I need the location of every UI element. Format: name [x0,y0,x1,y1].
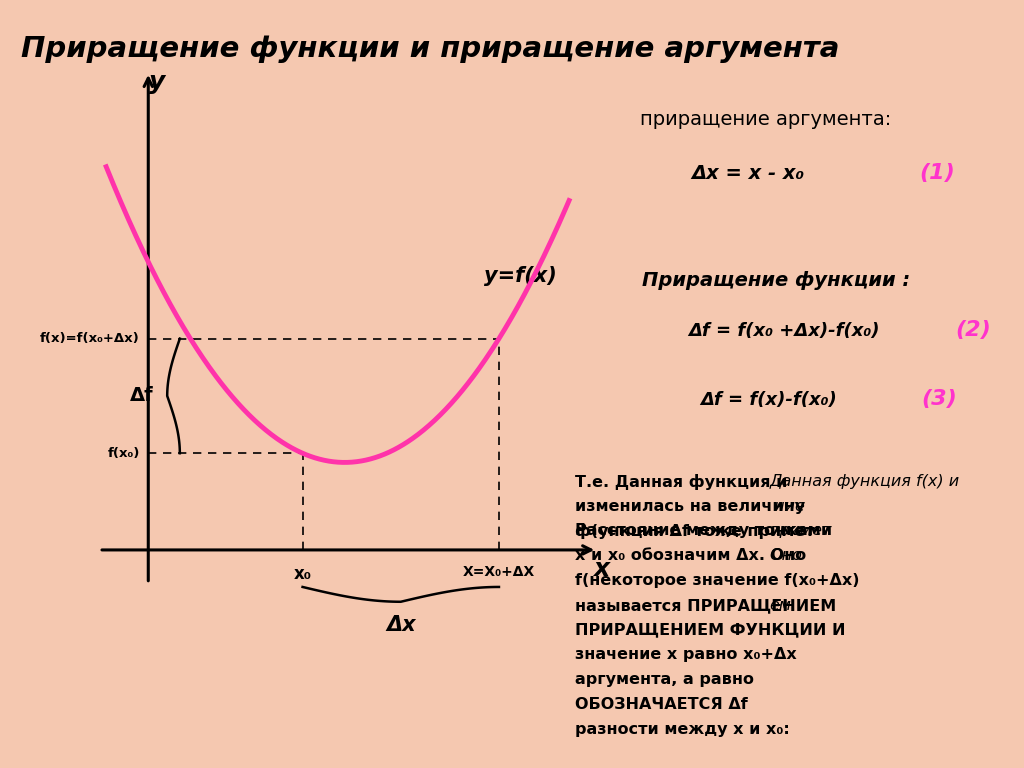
Text: ем: ем [769,598,792,613]
Text: Δf = f(x₀ +Δx)-f(x₀): Δf = f(x₀ +Δx)-f(x₀) [688,322,880,340]
Text: примет: примет [769,523,831,538]
Text: разности между x и x₀:: разности между x и x₀: [575,722,790,737]
Text: изменилась на величину: изменилась на величину [575,498,805,514]
Text: называется ПРИРАЩЕНИЕМ: называется ПРИРАЩЕНИЕМ [575,598,837,613]
Text: аргумента, а равно: аргумента, а равно [575,672,754,687]
Text: ПРИРАЩЕНИЕМ ФУНКЦИИ И: ПРИРАЩЕНИЕМ ФУНКЦИИ И [575,623,846,637]
Text: f(некоторое значение f(x₀+Δx): f(некоторое значение f(x₀+Δx) [575,573,859,588]
Text: ние: ние [769,498,805,514]
Text: f(x₀): f(x₀) [108,447,140,460]
Text: Приращение функции :: Приращение функции : [642,271,910,290]
Text: (3): (3) [922,389,957,409]
Text: y: y [148,70,165,94]
Text: Δx = x - x₀: Δx = x - x₀ [691,164,805,183]
Text: Т.е. Данная функция и: Т.е. Данная функция и [575,474,787,490]
Text: Δx: Δx [386,615,416,635]
Text: ОБОЗНАЧАЕТСЯ Δf: ОБОЗНАЧАЕТСЯ Δf [575,697,748,712]
Text: Δf: Δf [129,386,153,406]
Text: y=f(x): y=f(x) [483,266,556,286]
Text: Расстояние между точками: Расстояние между точками [575,523,833,538]
Text: X=X₀+ΔX: X=X₀+ΔX [463,564,536,579]
Text: ф(ункция Δf тоже примет: ф(ункция Δf тоже примет [575,523,815,539]
Text: приращение аргумента:: приращение аргумента: [640,110,891,128]
Text: Δf = f(x)-f(x₀): Δf = f(x)-f(x₀) [700,391,837,409]
Text: Оно: Оно [769,548,803,563]
Text: x: x [593,557,608,581]
Text: (1): (1) [920,163,955,183]
Text: x и x₀ обозначим Δx. Оно: x и x₀ обозначим Δx. Оно [575,548,806,563]
Text: Приращение функции и приращение аргумента: Приращение функции и приращение аргумент… [20,35,840,62]
Text: x₀: x₀ [294,564,311,583]
Text: значение х равно х₀+Δx: значение х равно х₀+Δx [575,647,797,663]
Text: (2): (2) [955,320,991,340]
Text: f(x)=f(x₀+Δx): f(x)=f(x₀+Δx) [40,332,140,345]
Text: Данная функция f(x) и: Данная функция f(x) и [769,474,959,488]
